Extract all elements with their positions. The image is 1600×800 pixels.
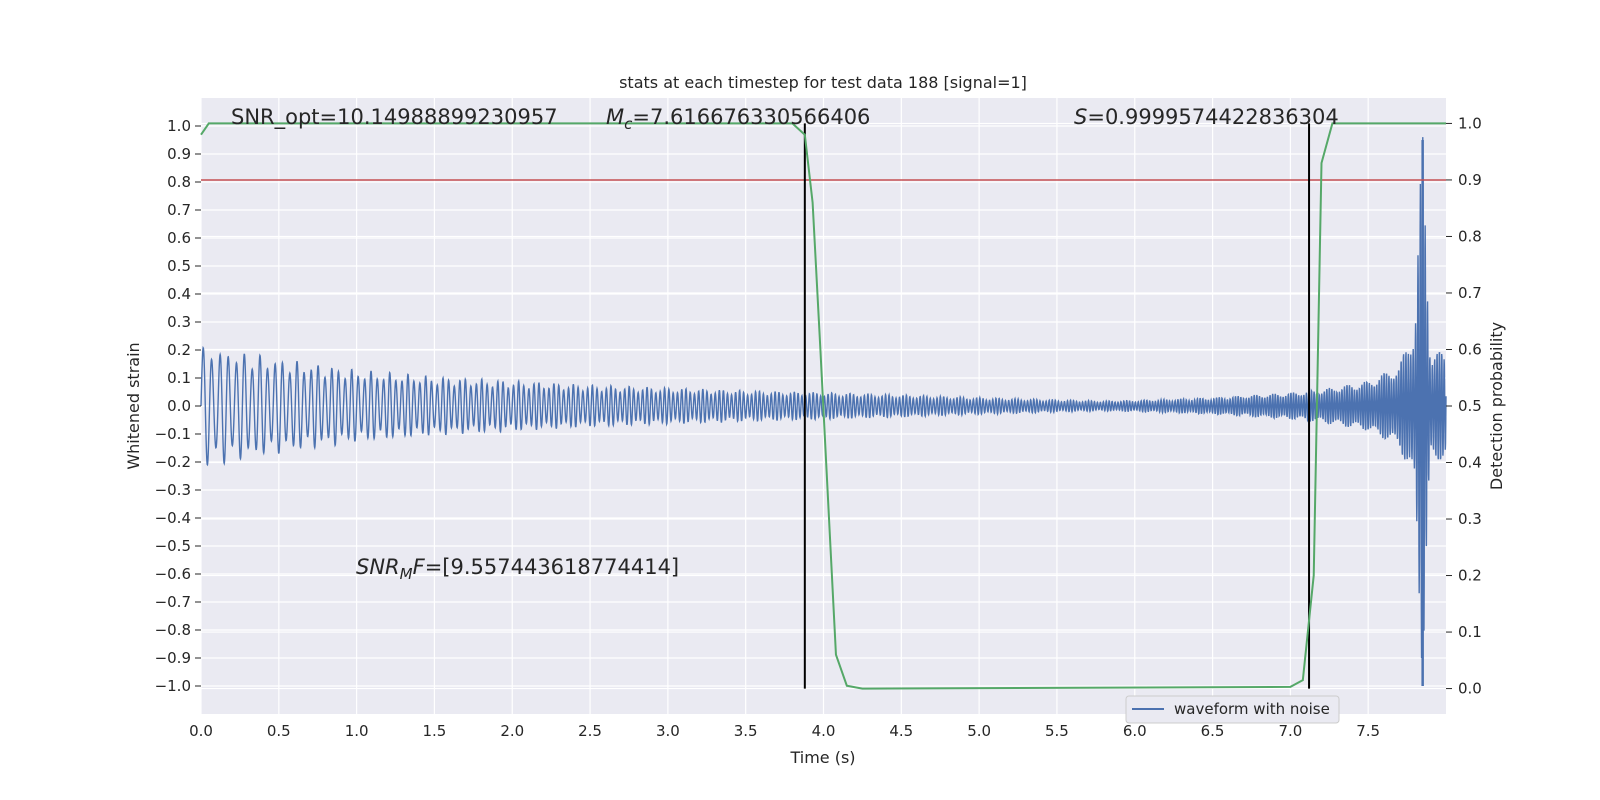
y-tick-label: 0.5 <box>167 257 191 275</box>
snr-opt-annotation: SNR_opt=10.14988899230957 <box>231 105 558 130</box>
x-tick-label: 7.5 <box>1356 722 1380 740</box>
y-tick-label: 0.3 <box>167 313 191 331</box>
right-y-tick-label: 0.5 <box>1458 397 1482 415</box>
legend: waveform with noise <box>1125 695 1340 724</box>
statistic-symbol: S <box>1074 105 1087 129</box>
overlay-marks <box>200 122 1446 690</box>
y-tick-label: −0.7 <box>155 593 191 611</box>
detection-probability-line <box>200 122 1446 690</box>
y-tick-label: −0.2 <box>155 453 191 471</box>
legend-box <box>1125 695 1340 724</box>
legend-entry: waveform with noise <box>1174 700 1330 718</box>
axes: 0.0 0.5 1.0 1.5 2.0 2.5 3.0 3.5 4.0 4.5 5.0 5.5 6.0 6… <box>155 114 1482 740</box>
y-tick-label: 0.6 <box>167 229 191 247</box>
x-tick-label: 3.0 <box>656 722 680 740</box>
chart-title: stats at each timestep for test data 188… <box>619 73 1027 92</box>
right-y-tick-label: 0.3 <box>1458 510 1482 528</box>
chirp-mass-annotation: Mc=7.616676330566406 <box>606 105 870 133</box>
right-y-tick-label: 0.0 <box>1458 680 1482 698</box>
y-tick-label: 0.9 <box>167 145 191 163</box>
y-tick-label: 0.2 <box>167 341 191 359</box>
y-tick-label: 0.0 <box>167 397 191 415</box>
x-tick-label: 0.5 <box>267 722 291 740</box>
y-axis-label: Whitened strain <box>124 342 143 469</box>
right-y-tick-label: 0.2 <box>1458 567 1482 585</box>
x-tick-label: 6.5 <box>1201 722 1225 740</box>
x-tick-label: 7.0 <box>1278 722 1302 740</box>
x-tick-label: 2.0 <box>500 722 524 740</box>
snr-mf-f: F <box>413 555 426 579</box>
x-tick-label: 1.0 <box>345 722 369 740</box>
x-tick-label: 5.0 <box>967 722 991 740</box>
y-tick-label: 0.7 <box>167 201 191 219</box>
chirp-mass-subscript: c <box>624 115 633 133</box>
right-y-axis-label: Detection probability <box>1487 322 1506 490</box>
x-tick-label: 5.5 <box>1045 722 1069 740</box>
snr-mf-value: =[9.557443618774414] <box>425 555 679 579</box>
right-y-tick-label: 0.4 <box>1458 454 1482 472</box>
right-y-tick-label: 0.1 <box>1458 623 1482 641</box>
x-tick-label: 2.5 <box>578 722 602 740</box>
grid <box>200 98 1446 714</box>
y-tick-label: −0.3 <box>155 481 191 499</box>
x-tick-label: 3.5 <box>734 722 758 740</box>
chirp-mass-symbol: M <box>606 105 624 129</box>
y-tick-label: 1.0 <box>167 117 191 135</box>
y-tick-label: −0.6 <box>155 565 191 583</box>
chirp-mass-value: =7.616676330566406 <box>632 105 870 129</box>
right-y-tick-label: 0.8 <box>1458 227 1482 245</box>
x-tick-label: 1.5 <box>423 722 447 740</box>
x-tick-label: 0.0 <box>189 722 213 740</box>
x-tick-label: 4.0 <box>812 722 836 740</box>
y-tick-label: 0.1 <box>167 369 191 387</box>
x-tick-label: 4.5 <box>889 722 913 740</box>
snr-mf-annotation: SNRMF=[9.557443618774414] <box>356 555 679 583</box>
y-tick-label: −0.8 <box>155 621 191 639</box>
x-tick-label: 6.0 <box>1123 722 1147 740</box>
x-axis-label: Time (s) <box>789 748 855 767</box>
y-tick-label: −0.5 <box>155 537 191 555</box>
statistic-annotation: S=0.9999574422836304 <box>1074 105 1339 129</box>
y-tick-label: −0.4 <box>155 509 191 527</box>
y-tick-label: −1.0 <box>155 677 191 695</box>
y-tick-label: 0.4 <box>167 285 191 303</box>
y-tick-label: 0.8 <box>167 173 191 191</box>
right-y-tick-label: 0.6 <box>1458 340 1482 358</box>
right-y-tick-label: 0.9 <box>1458 171 1482 189</box>
right-y-tick-label: 1.0 <box>1458 114 1482 132</box>
y-tick-label: −0.9 <box>155 649 191 667</box>
statistic-value: =0.9999574422836304 <box>1087 105 1338 129</box>
y-tick-label: −0.1 <box>155 425 191 443</box>
snr-mf-subscript: M <box>400 565 413 583</box>
snr-mf-symbol: SNR <box>356 555 400 579</box>
right-y-tick-label: 0.7 <box>1458 284 1482 302</box>
